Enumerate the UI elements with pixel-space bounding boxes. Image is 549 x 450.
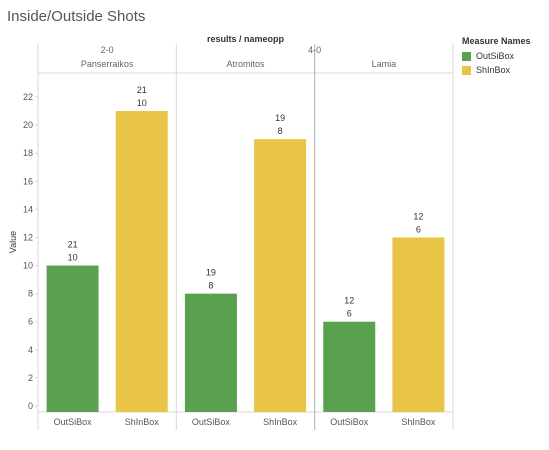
category-label: ShInBox xyxy=(125,417,160,427)
bar xyxy=(115,111,168,412)
bar-label-top: 21 xyxy=(137,85,147,95)
category-label: ShInBox xyxy=(401,417,436,427)
panel-name-label: Lamia xyxy=(372,59,397,69)
chart-title: Inside/Outside Shots xyxy=(7,8,146,25)
y-tick-label: 22 xyxy=(23,92,33,102)
bar-label-top: 12 xyxy=(413,211,423,221)
header-title: results / nameopp xyxy=(207,34,285,44)
legend-swatch-shinbox xyxy=(462,65,471,75)
y-tick-label: 8 xyxy=(28,289,33,299)
bar-label-bottom: 10 xyxy=(137,98,147,108)
y-tick-label: 6 xyxy=(28,317,33,327)
y-tick-label: 16 xyxy=(23,176,33,186)
y-tick-label: 10 xyxy=(23,261,33,271)
category-label: OutSiBox xyxy=(54,417,93,427)
category-label: OutSiBox xyxy=(330,417,369,427)
y-tick-label: 2 xyxy=(28,373,33,383)
bar xyxy=(46,265,99,412)
category-label: ShInBox xyxy=(263,417,298,427)
bar-label-bottom: 6 xyxy=(347,309,352,319)
legend-item-outsibox[interactable]: OutSiBox xyxy=(462,49,531,63)
bar-label-top: 21 xyxy=(68,240,78,250)
bar-label-bottom: 10 xyxy=(68,253,78,263)
legend-label-outsibox: OutSiBox xyxy=(476,51,515,61)
bar-label-top: 19 xyxy=(206,268,216,278)
legend: Measure Names OutSiBox ShInBox xyxy=(462,36,531,77)
y-tick-label: 18 xyxy=(23,148,33,158)
bar-label-bottom: 8 xyxy=(278,126,283,136)
bar xyxy=(392,237,445,412)
y-tick-label: 12 xyxy=(23,232,33,242)
bar xyxy=(184,293,237,412)
bar-label-top: 19 xyxy=(275,113,285,123)
result-label: 2-0 xyxy=(101,45,114,55)
bar-label-top: 12 xyxy=(344,296,354,306)
panel-name-label: Atromitos xyxy=(226,59,265,69)
legend-swatch-outsibox xyxy=(462,51,471,61)
y-axis-label: Value xyxy=(8,231,18,253)
y-tick-label: 0 xyxy=(28,401,33,411)
legend-title: Measure Names xyxy=(462,36,531,46)
legend-label-shinbox: ShInBox xyxy=(476,65,511,75)
y-tick-label: 14 xyxy=(23,204,33,214)
result-label: 4-0 xyxy=(308,45,321,55)
y-tick-label: 4 xyxy=(28,345,33,355)
bar-label-bottom: 8 xyxy=(208,281,213,291)
bar xyxy=(323,321,376,412)
bar-label-bottom: 6 xyxy=(416,224,421,234)
panel-name-label: Panserraikos xyxy=(81,59,134,69)
legend-item-shinbox[interactable]: ShInBox xyxy=(462,63,531,77)
y-tick-label: 20 xyxy=(23,120,33,130)
bar xyxy=(254,139,307,413)
category-label: OutSiBox xyxy=(192,417,231,427)
